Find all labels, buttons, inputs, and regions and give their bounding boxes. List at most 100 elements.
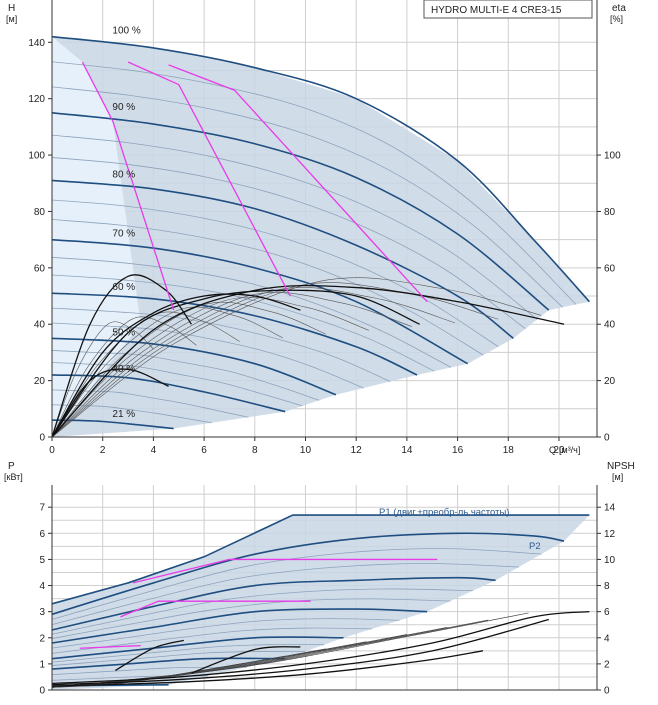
x-tick-label: 4	[151, 445, 157, 456]
bottom-y-tick-label: 1	[39, 659, 45, 670]
limit-line	[127, 61, 291, 297]
top-y-tick-label: 100	[28, 151, 45, 162]
bottom-y2-tick-label: 8	[604, 581, 610, 592]
speed-label: 100 %	[112, 26, 140, 37]
intermediate-speed-curve	[51, 256, 452, 368]
intermediate-speed-curve	[51, 350, 320, 401]
x-tick-label: 10	[300, 445, 312, 456]
efficiency-curve-thin	[51, 282, 499, 438]
bottom-y-tick-label: 4	[39, 581, 45, 592]
bottom-y2-tick-label: 10	[604, 555, 616, 566]
x-tick-label: 20	[553, 445, 565, 456]
intermediate-speed-curve	[51, 61, 577, 305]
bottom-y2-tick-label: 4	[604, 633, 610, 644]
top-y-tick-label: 140	[28, 38, 45, 49]
intermediate-power-curve	[51, 618, 400, 649]
top-axes: 0 20 40 60 80 100 120 140 0 20 40 60 80 100 0 2 4 6 8 10 12 1…	[28, 0, 621, 456]
top-y-tick-label: 0	[39, 433, 45, 444]
efficiency-curve-thin	[51, 296, 369, 438]
npsh-curve	[191, 646, 301, 674]
speed-label: 80 %	[112, 169, 135, 180]
x-tick-label: 18	[503, 445, 515, 456]
intermediate-speed-curve	[51, 86, 563, 308]
intermediate-speed-curve	[51, 157, 526, 330]
power-limit-line	[132, 558, 438, 584]
bottom-y2-tick-label: 0	[604, 686, 610, 697]
bottom-y2-tick-label: 6	[604, 607, 610, 618]
top-y-label: H	[8, 3, 15, 14]
p2-series-label: P2	[529, 541, 541, 552]
title-box	[423, 0, 593, 19]
top-y2-tick-label: 20	[604, 376, 616, 387]
efficiency-curve-thin	[51, 277, 542, 438]
speed-curve-80	[51, 179, 514, 339]
power-limit-line	[79, 644, 141, 649]
intermediate-power-curve	[51, 651, 306, 666]
x-tick-label: 14	[401, 445, 413, 456]
bottom-operating-area-fill	[52, 515, 590, 690]
speed-curve-100	[51, 35, 590, 303]
x-tick-label: 2	[100, 445, 106, 456]
bottom-curves	[51, 514, 590, 688]
intermediate-speed-curve	[51, 322, 364, 389]
top-y2-tick-label: 80	[604, 207, 616, 218]
efficiency-curve	[51, 274, 192, 438]
speed-curve-70	[51, 238, 469, 365]
intermediate-power-curve	[51, 644, 325, 663]
top-y-tick-label: 80	[34, 207, 46, 218]
top-y2-label: eta	[612, 3, 626, 14]
top-y-tick-label: 120	[28, 94, 45, 105]
npsh-curve	[51, 650, 484, 687]
limit-line	[81, 61, 175, 311]
speed-label: 21 %	[112, 409, 135, 420]
x-tick-label: 0	[49, 445, 55, 456]
bottom-y2-tick-label: 2	[604, 659, 610, 670]
top-y2-unit: [%]	[610, 14, 623, 24]
x-axis-unit: [м³/ч]	[559, 445, 580, 455]
bottom-y2-tick-label: 12	[604, 529, 616, 540]
p2-power-curve	[51, 532, 565, 616]
efficiency-curve	[51, 368, 169, 438]
speed-label: 70 %	[112, 229, 135, 240]
limit-line	[168, 64, 428, 303]
x-tick-label: 6	[201, 445, 207, 456]
efficiency-curve	[51, 284, 565, 438]
bottom-y-tick-label: 0	[39, 686, 45, 697]
speed-label: 60 %	[112, 282, 135, 293]
bottom-y-tick-label: 2	[39, 633, 45, 644]
bottom-y2-label: NPSH	[607, 461, 635, 472]
bottom-y-tick-label: 7	[39, 503, 45, 514]
bottom-y-tick-label: 6	[39, 529, 45, 540]
speed-curve-60	[51, 292, 418, 376]
power-curve	[51, 608, 428, 644]
efficiency-curve-thin	[51, 301, 326, 438]
top-y-tick-label: 60	[34, 263, 46, 274]
top-y2-tick-label: 40	[604, 320, 616, 331]
top-min-flow-area	[52, 36, 141, 437]
intermediate-speed-curve	[51, 274, 435, 372]
speed-label: 50 %	[112, 327, 135, 338]
top-y-tick-label: 40	[34, 320, 46, 331]
efficiency-curve	[51, 293, 301, 438]
intermediate-speed-curve	[51, 134, 538, 320]
bottom-y2-tick-label: 14	[604, 503, 616, 514]
p1-series-label: P1 (двиг.+преобр-ль частоты)	[379, 507, 509, 518]
efficiency-curve-thin	[51, 306, 283, 438]
efficiency-curve-thin	[51, 287, 456, 438]
power-curve	[51, 657, 286, 670]
bottom-operating-area	[52, 515, 590, 690]
p1-power-curve	[51, 514, 590, 605]
intermediate-power-curve	[51, 675, 209, 681]
speed-label: 40 %	[112, 364, 135, 375]
top-curves: 100 % 90 % 80 % 70 % 60 % 50 % 40 % 21 %	[51, 26, 590, 438]
intermediate-speed-curve	[51, 307, 391, 382]
x-tick-label: 16	[452, 445, 464, 456]
intermediate-power-curve	[51, 666, 247, 676]
efficiency-curve-thin	[51, 321, 154, 438]
top-y-tick-label: 20	[34, 376, 46, 387]
top-y2-tick-label: 0	[604, 433, 610, 444]
intermediate-power-curve	[51, 627, 372, 654]
